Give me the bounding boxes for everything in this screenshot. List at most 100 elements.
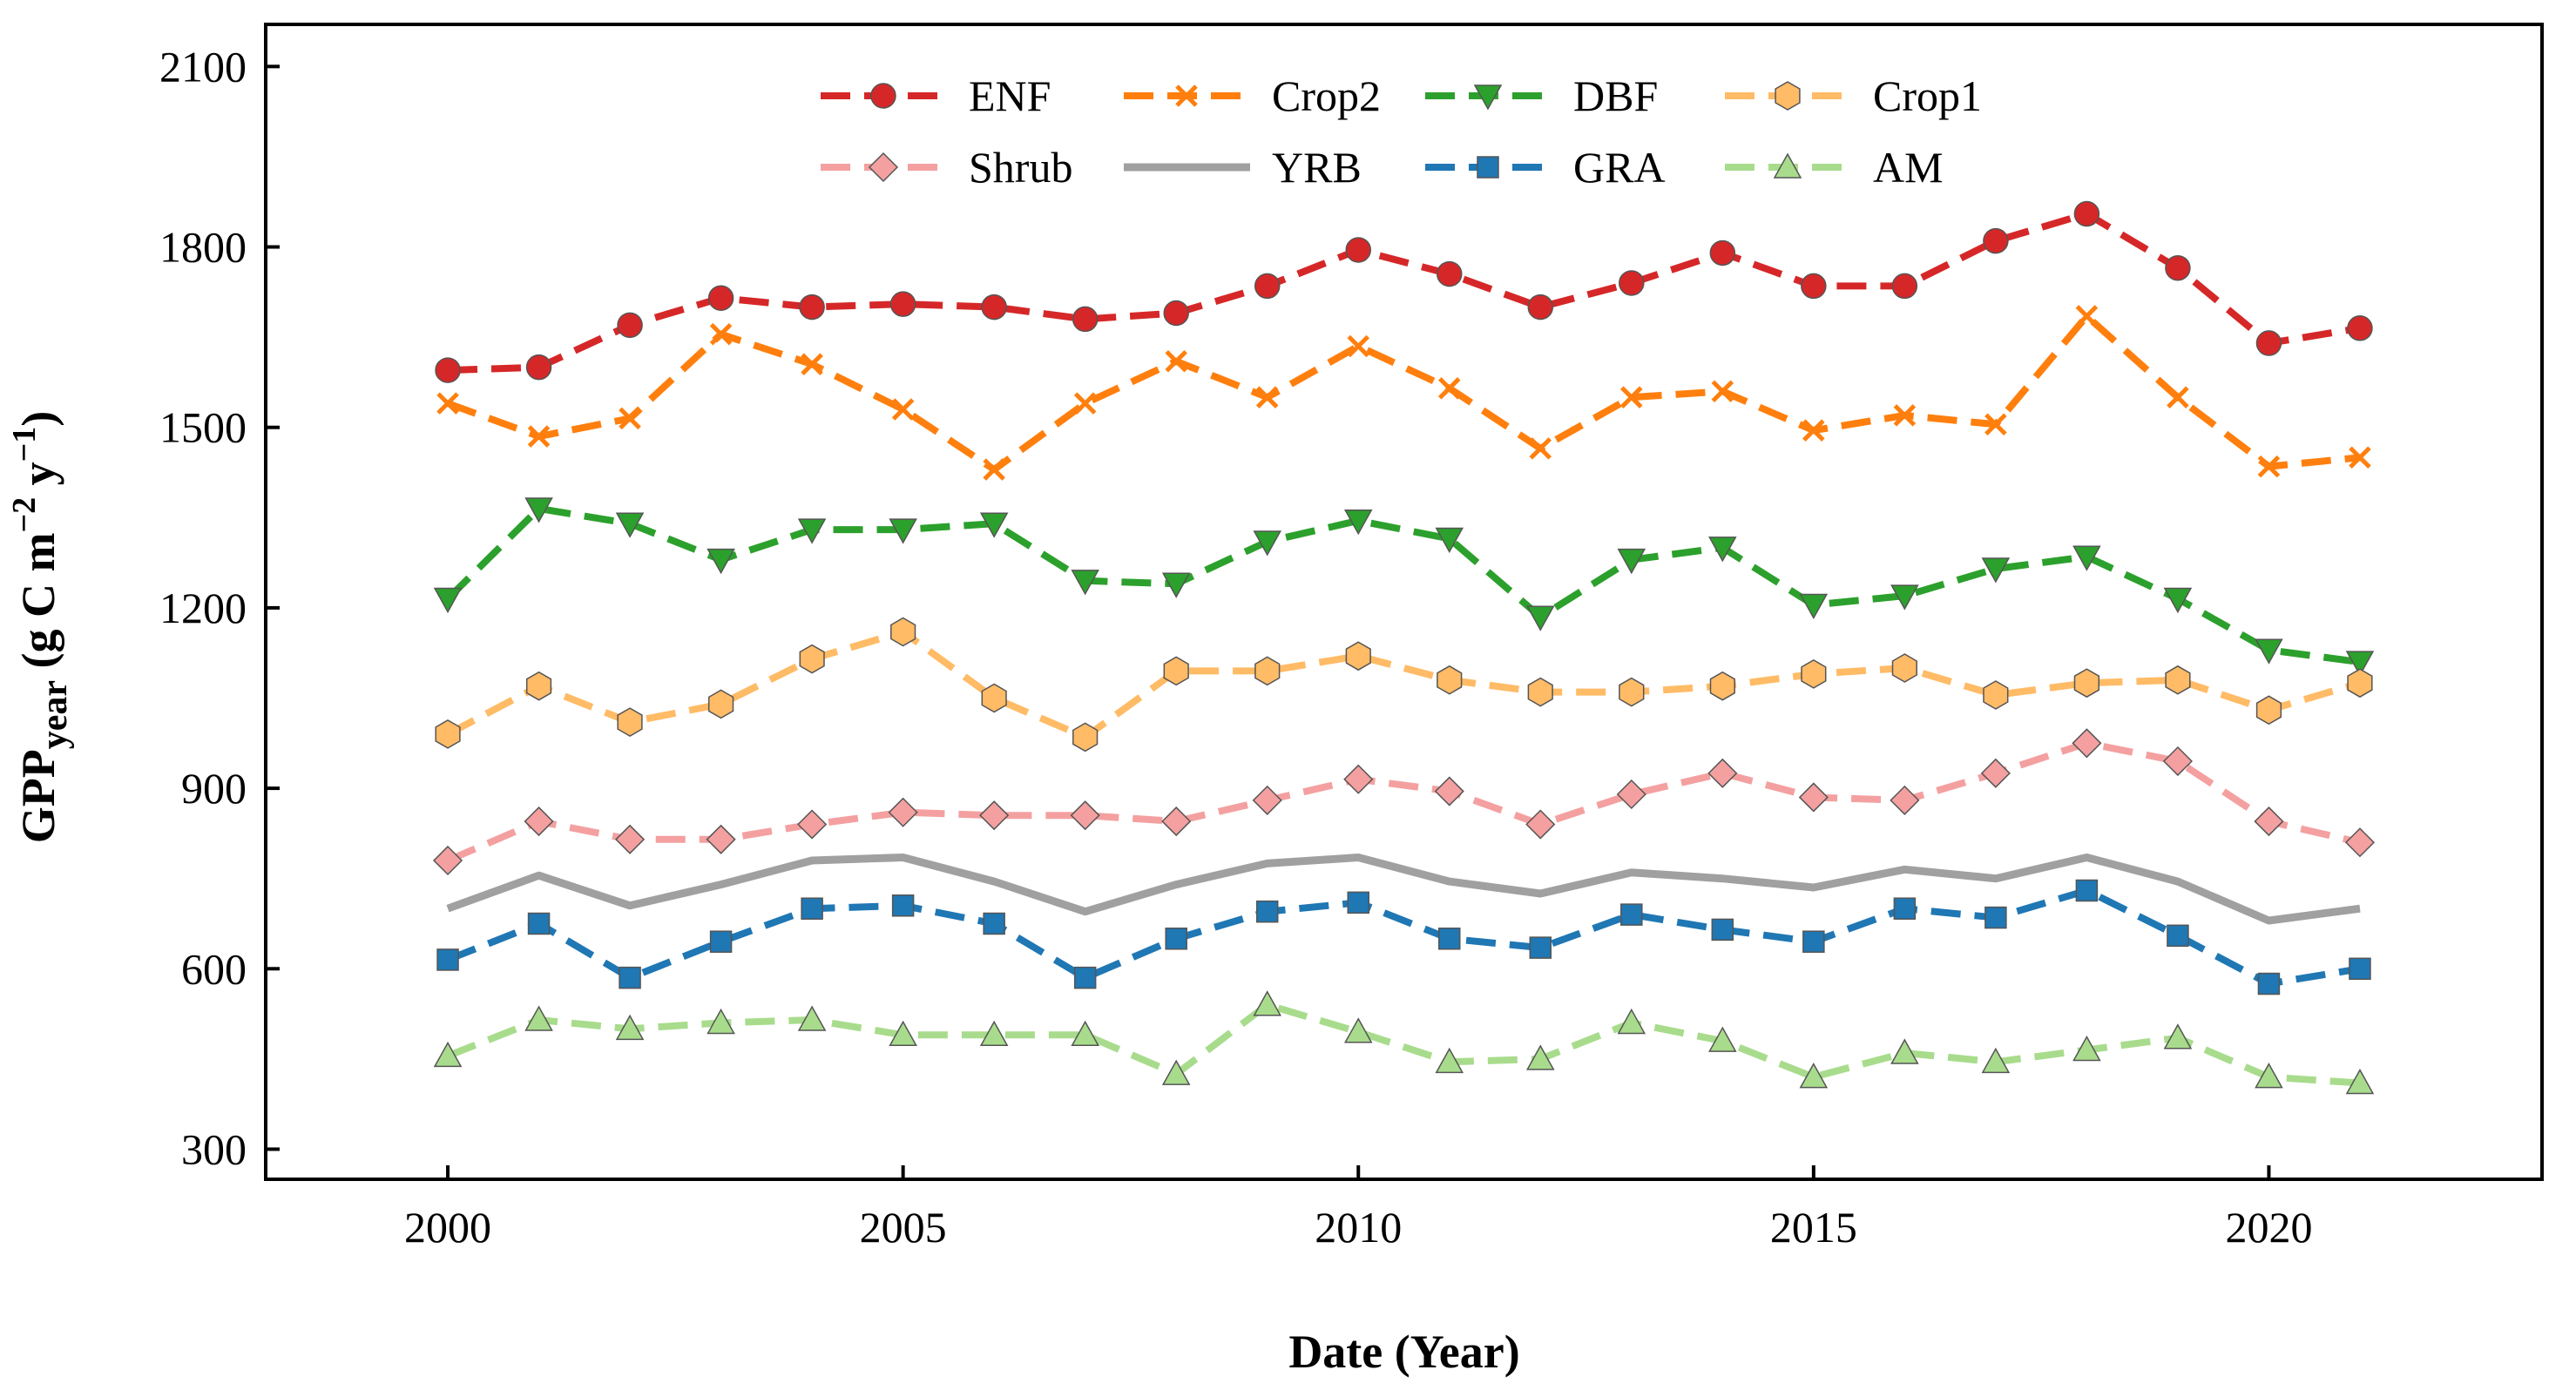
plot-frame <box>264 23 2544 1181</box>
x-tick-label: 2005 <box>860 1203 947 1252</box>
data-point-enf <box>707 285 734 311</box>
series-shrub <box>432 728 2376 876</box>
series-line-enf <box>447 210 2361 375</box>
data-point-crop2 <box>619 407 641 430</box>
data-point-am <box>433 1041 463 1068</box>
data-point-dbf <box>1981 557 2011 584</box>
x-tick-label: 2000 <box>404 1203 491 1252</box>
data-point-crop2 <box>891 398 915 421</box>
data-point-dbf <box>889 518 917 544</box>
legend-item-yrb: YRB <box>1124 143 1362 192</box>
data-point-am <box>1071 1020 1099 1046</box>
legend-item-enf: ENF <box>821 71 1051 120</box>
legend-item-dbf: DBF <box>1425 71 1658 120</box>
data-point-dbf <box>1253 530 1281 557</box>
data-point-crop2 <box>1437 377 1461 400</box>
series-yrb <box>446 854 2361 925</box>
data-point-shrub <box>524 806 554 837</box>
data-point-am <box>2072 1035 2101 1062</box>
series-dbf <box>433 497 2375 677</box>
legend: ENF Crop2 DBF Crop1 Shrub YRB GRA AM <box>821 71 1982 192</box>
series-gra <box>436 879 2371 995</box>
data-point-crop2 <box>1620 386 1643 408</box>
data-point-am <box>1981 1047 2011 1074</box>
series-line-am <box>446 1001 2361 1087</box>
data-point-gra <box>801 897 823 920</box>
data-point-am <box>1161 1059 1191 1085</box>
data-point-crop1 <box>1619 677 1645 707</box>
x-axis-title: Date (Year) <box>1288 1326 1519 1378</box>
data-point-crop2 <box>1984 413 2007 436</box>
legend-label: YRB <box>1272 143 1362 192</box>
data-point-gra <box>1984 906 2007 929</box>
data-point-shrub <box>1980 758 2011 788</box>
data-point-dbf <box>433 587 463 614</box>
data-point-gra <box>1255 900 1279 923</box>
data-point-shrub <box>615 824 646 854</box>
data-point-dbf <box>1617 548 1646 575</box>
data-point-gra <box>2075 879 2099 902</box>
series-enf <box>435 200 2373 383</box>
legend-label: GRA <box>1573 143 1666 192</box>
data-point-crop1 <box>1254 656 1281 686</box>
series-layer <box>432 200 2376 1095</box>
data-point-dbf <box>1708 537 1737 563</box>
x-tick-label: 2015 <box>1770 1203 1857 1252</box>
data-point-shrub <box>888 797 918 827</box>
data-point-dbf <box>1343 510 1373 536</box>
series-line-gra <box>446 887 2361 988</box>
data-point-crop1 <box>981 683 1007 713</box>
data-point-shrub <box>2072 728 2102 759</box>
legend-item-crop1: Crop1 <box>1725 71 1982 120</box>
data-point-enf <box>981 294 1007 321</box>
y-axis-title-unit-open: (g C m <box>12 533 64 680</box>
data-point-am <box>615 1014 645 1041</box>
y-axis-title-exp1: −2 <box>6 497 43 533</box>
data-point-enf <box>435 357 461 383</box>
data-point-crop1 <box>2347 668 2373 698</box>
data-point-enf <box>1345 237 1371 263</box>
data-point-enf <box>1891 273 1918 300</box>
legend-label: Crop2 <box>1272 71 1381 120</box>
data-point-dbf <box>615 512 645 538</box>
data-point-dbf <box>2255 638 2283 665</box>
data-point-gra <box>1802 930 1825 953</box>
axis-ticks: 300 600 900 1200 1500 1800 2100 2000 2005 2010 201… <box>159 42 2312 1252</box>
y-tick-label: 600 <box>181 944 247 993</box>
data-point-am <box>1343 1017 1373 1043</box>
data-point-shrub <box>1343 764 1374 794</box>
data-point-crop2 <box>1073 392 1097 415</box>
data-point-crop2 <box>2349 446 2371 469</box>
data-point-crop2 <box>1347 334 1370 358</box>
data-point-gra <box>983 912 1005 935</box>
data-point-gra <box>1620 903 1643 926</box>
y-axis-title-exp2: −1 <box>6 427 43 462</box>
data-point-am <box>1890 1038 1919 1064</box>
series-line-yrb <box>446 854 2361 925</box>
series-am <box>433 990 2375 1095</box>
data-point-shrub <box>1890 785 1920 815</box>
legend-item-am: AM <box>1725 143 1944 192</box>
data-point-gra <box>1165 928 1187 950</box>
legend-label: ENF <box>969 71 1051 120</box>
data-point-enf <box>2165 254 2191 281</box>
data-point-am <box>2255 1063 2283 1089</box>
data-point-enf <box>1163 300 1189 327</box>
data-point-crop2 <box>801 353 823 375</box>
data-point-enf <box>1619 270 1645 296</box>
data-point-crop2 <box>2167 386 2189 408</box>
data-point-enf <box>1527 294 1554 321</box>
data-point-crop2 <box>2257 455 2281 478</box>
data-point-am <box>2163 1023 2193 1049</box>
data-point-shrub <box>1525 809 1556 840</box>
y-axis-title-main: GPP <box>12 749 64 843</box>
legend-label: DBF <box>1573 71 1658 120</box>
y-tick-label: 300 <box>181 1124 247 1173</box>
data-point-crop2 <box>709 322 733 346</box>
data-point-enf <box>1983 227 2009 254</box>
data-point-dbf <box>2345 651 2375 677</box>
legend-item-shrub: Shrub <box>821 143 1072 192</box>
y-tick-label: 2100 <box>159 42 247 91</box>
data-point-gra <box>2257 972 2281 995</box>
series-line-dbf <box>445 505 2361 666</box>
